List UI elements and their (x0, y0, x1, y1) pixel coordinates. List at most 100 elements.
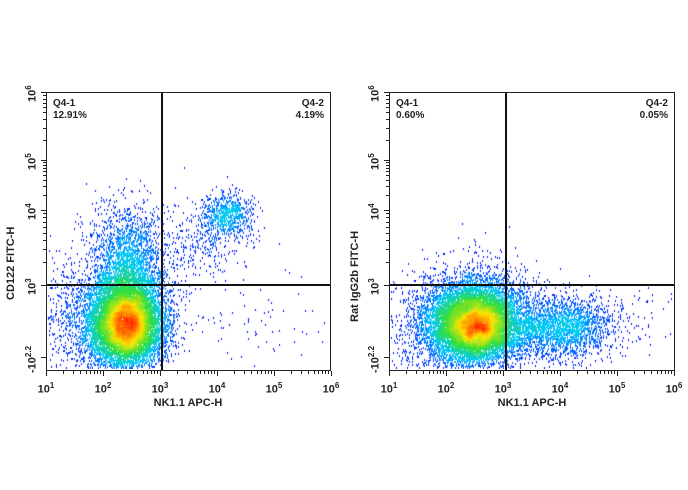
y-tick-label: 106 (367, 85, 382, 103)
y-minor-tick (386, 119, 389, 121)
y-tick-label: -102.2 (24, 345, 39, 373)
x-minor-tick (634, 371, 636, 374)
y-major-tick (384, 210, 389, 211)
quadrant-gate-horizontal[interactable] (47, 284, 330, 286)
quadrant-percent: 12.91% (53, 110, 87, 121)
panel-isotype: Q4-1 0.60% Q4-2 0.05% 101 102 103 104 105 106… (344, 0, 688, 490)
y-minor-tick (43, 119, 46, 121)
x-minor-tick (94, 371, 96, 374)
quadrant-percent: 4.19% (295, 110, 324, 121)
x-minor-tick (137, 371, 139, 374)
x-minor-tick (440, 371, 442, 374)
x-tick-label: 106 (322, 381, 340, 396)
x-tick-label: 106 (665, 381, 683, 396)
x-minor-tick (656, 371, 658, 374)
x-minor-tick (668, 371, 670, 374)
x-minor-tick (520, 371, 522, 374)
y-minor-tick (386, 162, 389, 164)
quadrant-gate-horizontal[interactable] (390, 284, 674, 286)
x-minor-tick (406, 371, 408, 374)
x-major-tick (446, 371, 447, 376)
x-minor-tick (551, 371, 553, 374)
plot-area: Q4-1 12.91% Q4-2 4.19% (46, 92, 331, 371)
x-minor-tick (530, 371, 532, 374)
x-minor-tick (308, 371, 310, 374)
x-minor-tick (261, 371, 263, 374)
y-minor-tick (43, 186, 46, 188)
x-minor-tick (665, 371, 667, 374)
y-minor-tick (43, 139, 46, 141)
panel-cd122: Q4-1 12.91% Q4-2 4.19% 101 102 103 104 105 10… (5, 85, 340, 409)
x-minor-tick (120, 371, 122, 374)
y-major-tick (384, 160, 389, 161)
x-minor-tick (473, 371, 475, 374)
x-minor-tick (644, 371, 646, 374)
y-minor-tick (43, 127, 46, 129)
x-tick-label: 103 (494, 381, 512, 396)
y-minor-tick (43, 98, 46, 100)
y-minor-tick (386, 139, 389, 141)
x-tick-label: 102 (94, 381, 112, 396)
quadrant-label-q4-2: Q4-2 4.19% (296, 98, 324, 122)
y-minor-tick (43, 262, 46, 264)
x-tick-label: 104 (551, 381, 569, 396)
y-major-tick (384, 357, 389, 358)
quadrant-percent: 0.60% (396, 110, 425, 121)
x-axis-title: NK1.1 APC-H (153, 397, 223, 409)
x-minor-tick (97, 371, 99, 374)
y-tick-label: 105 (24, 153, 39, 171)
y-tick-label: 104 (367, 203, 382, 221)
y-tick-label: 103 (367, 278, 382, 296)
quadrant-gate-vertical[interactable] (505, 93, 507, 370)
x-minor-tick (608, 371, 610, 374)
x-minor-tick (557, 371, 559, 374)
quadrant-name: Q4-1 (53, 98, 76, 109)
x-tick-label: 105 (608, 381, 626, 396)
x-minor-tick (204, 371, 206, 374)
x-minor-tick (542, 371, 544, 374)
y-minor-tick (386, 95, 389, 97)
y-major-tick (41, 285, 46, 286)
x-tick-label: 104 (208, 381, 226, 396)
y-minor-tick (386, 175, 389, 177)
x-minor-tick (301, 371, 303, 374)
x-minor-tick (234, 371, 236, 374)
y-axis-title: Rat IgG2b FITC-H (349, 230, 361, 322)
x-minor-tick (428, 371, 430, 374)
x-minor-tick (194, 371, 196, 374)
y-minor-tick (386, 194, 389, 196)
y-major-tick (41, 160, 46, 161)
x-tick-label: 102 (437, 381, 455, 396)
x-minor-tick (599, 371, 601, 374)
x-minor-tick (154, 371, 156, 374)
y-minor-tick (43, 217, 46, 219)
x-minor-tick (577, 371, 579, 374)
y-tick-label: -102.2 (367, 345, 382, 373)
y-minor-tick (43, 249, 46, 251)
x-minor-tick (537, 371, 539, 374)
x-minor-tick (244, 371, 246, 374)
x-minor-tick (208, 371, 210, 374)
x-minor-tick (416, 371, 418, 374)
y-minor-tick (43, 213, 46, 215)
x-tick-label: 101 (380, 381, 398, 396)
x-minor-tick (187, 371, 189, 374)
x-minor-tick (480, 371, 482, 374)
quadrant-name: Q4-1 (396, 98, 419, 109)
x-minor-tick (251, 371, 253, 374)
y-major-tick (41, 210, 46, 211)
y-minor-tick (43, 194, 46, 196)
x-minor-tick (63, 371, 65, 374)
x-minor-tick (211, 371, 213, 374)
y-minor-tick (43, 171, 46, 173)
x-minor-tick (322, 371, 324, 374)
quadrant-gate-vertical[interactable] (161, 93, 163, 370)
x-major-tick (46, 371, 47, 376)
y-minor-tick (386, 164, 389, 166)
y-minor-tick (386, 249, 389, 251)
x-minor-tick (177, 371, 179, 374)
y-tick-label: 106 (24, 85, 39, 103)
x-minor-tick (199, 371, 201, 374)
x-minor-tick (271, 371, 273, 374)
density-scatter (390, 93, 673, 369)
